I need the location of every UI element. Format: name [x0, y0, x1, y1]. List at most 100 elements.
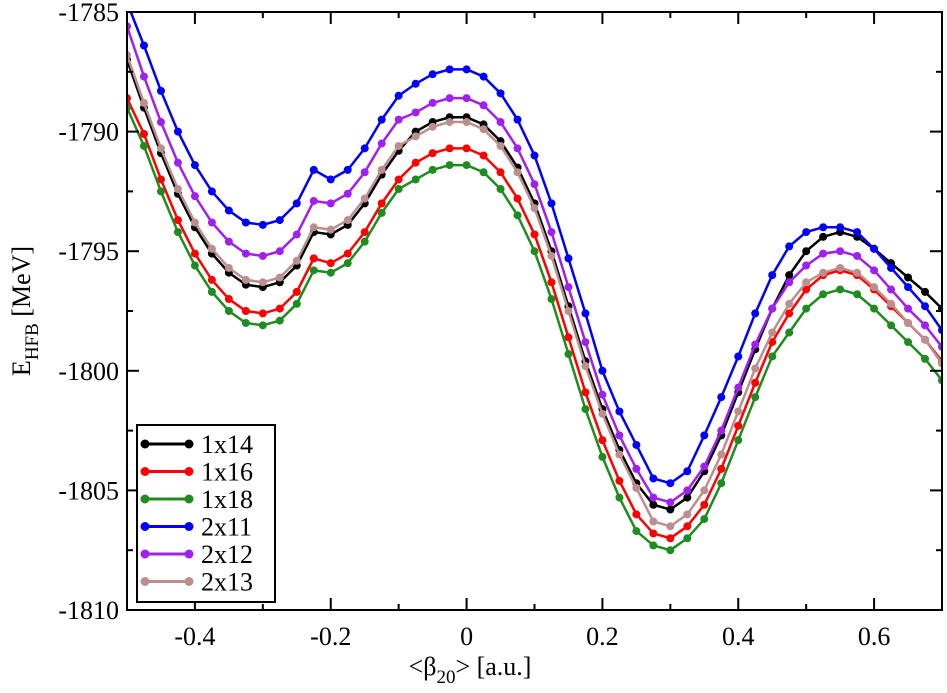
data-point: [190, 249, 199, 258]
data-point: [598, 366, 607, 375]
data-point: [615, 493, 624, 502]
data-point: [853, 251, 862, 260]
data-point: [768, 352, 777, 361]
data-point: [598, 409, 607, 418]
data-point: [581, 388, 590, 397]
data-point: [700, 500, 709, 509]
data-point: [139, 72, 148, 81]
legend-label: 2x13: [201, 568, 253, 597]
data-point: [377, 199, 386, 208]
data-point: [496, 185, 505, 194]
y-tick-label: -1800: [58, 357, 119, 386]
data-point: [428, 122, 437, 131]
data-point: [819, 249, 828, 258]
data-point: [394, 141, 403, 150]
data-point: [632, 440, 641, 449]
data-point: [360, 228, 369, 237]
data-point: [428, 70, 437, 79]
data-point: [734, 352, 743, 361]
data-point: [377, 208, 386, 217]
data-point: [224, 206, 233, 215]
data-point: [292, 199, 301, 208]
legend-marker: [184, 549, 194, 559]
data-point: [734, 421, 743, 430]
data-point: [241, 249, 250, 258]
y-tick-label: -1805: [58, 476, 119, 505]
data-point: [513, 115, 522, 124]
data-point: [666, 505, 675, 514]
data-point: [717, 393, 726, 402]
data-point: [394, 115, 403, 124]
data-point: [156, 175, 165, 184]
data-point: [700, 431, 709, 440]
data-point: [207, 187, 216, 196]
data-point: [360, 144, 369, 153]
legend-label: 2x11: [201, 513, 252, 542]
data-point: [802, 304, 811, 313]
data-point: [887, 321, 896, 330]
data-point: [581, 362, 590, 371]
data-point: [139, 141, 148, 150]
data-point: [564, 254, 573, 263]
data-point: [734, 407, 743, 416]
data-point: [326, 199, 335, 208]
data-point: [547, 295, 556, 304]
data-point: [445, 94, 454, 103]
data-point: [564, 283, 573, 292]
data-point: [615, 431, 624, 440]
data-point: [649, 529, 658, 538]
legend-marker: [184, 522, 194, 531]
data-point: [275, 304, 284, 313]
data-point: [632, 484, 641, 493]
data-point: [904, 338, 913, 347]
data-point: [870, 244, 879, 253]
data-point: [258, 251, 267, 260]
data-point: [411, 108, 420, 117]
data-point: [156, 144, 165, 153]
data-point: [870, 283, 879, 292]
data-point: [581, 338, 590, 347]
data-point: [292, 287, 301, 296]
data-point: [173, 127, 182, 136]
data-point: [241, 307, 250, 315]
data-point: [530, 151, 539, 160]
legend-marker: [140, 522, 150, 531]
data-point: [275, 273, 284, 282]
data-point: [513, 144, 522, 153]
data-point: [887, 285, 896, 294]
data-point: [802, 247, 811, 256]
data-point: [360, 237, 369, 246]
data-point: [581, 309, 590, 318]
x-tick-label: 0: [460, 622, 473, 651]
data-point: [343, 259, 352, 268]
data-point: [921, 354, 930, 363]
data-point: [649, 500, 658, 509]
data-point: [394, 185, 403, 194]
data-point: [411, 158, 420, 167]
data-point: [462, 118, 471, 127]
data-point: [309, 266, 318, 275]
data-point: [156, 118, 165, 127]
data-point: [377, 165, 386, 174]
data-point: [683, 522, 692, 531]
data-point: [394, 175, 403, 184]
data-point: [666, 498, 675, 507]
data-point: [819, 223, 828, 232]
data-point: [615, 476, 624, 485]
data-point: [921, 287, 930, 296]
data-point: [649, 541, 658, 550]
y-tick-label: -1790: [58, 118, 119, 147]
data-point: [819, 232, 828, 241]
data-point: [904, 273, 913, 282]
data-point: [751, 309, 760, 318]
legend-marker: [184, 439, 194, 449]
data-point: [836, 223, 845, 232]
x-tick-label: 0.2: [586, 622, 619, 651]
x-label-rest: > [a.u.]: [455, 652, 531, 681]
data-point: [411, 132, 420, 141]
data-point: [224, 237, 233, 246]
legend-marker: [140, 439, 150, 449]
data-point: [275, 316, 284, 325]
data-point: [309, 223, 318, 232]
